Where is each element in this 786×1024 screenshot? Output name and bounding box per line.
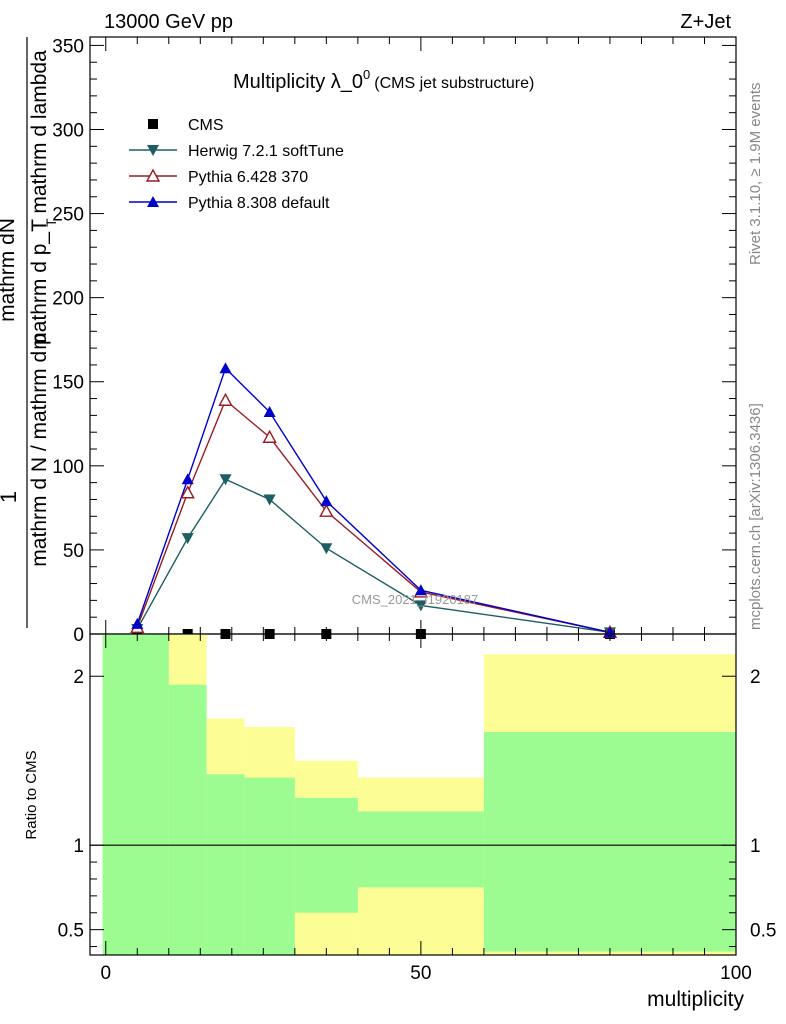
- data-point-series-1: [181, 533, 194, 545]
- main-panel: 0 50 100 150 200 250 300 350 CMS Herwig 7.2.1 sof…: [52, 36, 737, 646]
- main-title-text: Multiplicity λ_0: [233, 71, 363, 93]
- main-ylabel: 1 mathrm dN mathrm d p_T mathrm d lambda…: [0, 37, 51, 628]
- ratio-green-band-3: [244, 777, 295, 955]
- data-point-series-1: [414, 600, 427, 612]
- ratio-green-band-1: [168, 684, 207, 955]
- main-title-sup: 0: [363, 67, 370, 82]
- ratio-green-band-0: [102, 634, 169, 955]
- y-tick-label: 100: [52, 457, 84, 478]
- legend-marker-2: [145, 168, 161, 182]
- y-tick-label: 300: [52, 120, 84, 141]
- ratio-green-band-2: [206, 774, 245, 955]
- ylabel-one: 1: [0, 491, 21, 503]
- ratio-frame: [89, 633, 737, 956]
- ratio-panel: 0 50 100 0.5 0.5 1 1 2 2: [58, 633, 776, 984]
- ylabel-frac-den: mathrm d p_T mathrm d lambda: [28, 50, 51, 350]
- data-point-series-2: [180, 485, 195, 499]
- ratio-green-band-4: [294, 797, 358, 913]
- ratio-y-tick-label-right: 2: [750, 667, 761, 688]
- ratio-y-tick-label: 1: [73, 836, 84, 857]
- ratio-y-tick-label: 0.5: [58, 921, 84, 942]
- legend-marker-3: [147, 196, 159, 207]
- legend-marker-0: [148, 119, 158, 129]
- data-point-series-2: [319, 503, 334, 517]
- ratio-green-band-5: [357, 811, 484, 888]
- data-point-series-3: [414, 584, 427, 596]
- ylabel-den-main: mathrm d N / mathrm d p: [28, 333, 51, 566]
- x-tick-label: 50: [410, 963, 431, 984]
- legend-label-3: Pythia 8.308 default: [188, 195, 330, 212]
- main-frame: [89, 36, 737, 635]
- ylabel-sub-t: T: [43, 218, 59, 227]
- data-point-series-3: [320, 495, 333, 507]
- data-point-series-1: [320, 543, 333, 555]
- ratio-ylabel: Ratio to CMS: [23, 750, 40, 839]
- data-point-series-1: [263, 494, 276, 506]
- x-tick-label: 0: [100, 963, 111, 984]
- data-point-series-2: [218, 392, 233, 406]
- header-process: 13000 GeV pp: [104, 11, 233, 33]
- legend-label-1: Herwig 7.2.1 softTune: [188, 143, 344, 160]
- data-point-series-3: [219, 362, 232, 374]
- main-title-sub: (CMS jet substructure): [374, 75, 534, 92]
- main-title: Multiplicity λ_00 (CMS jet substructure): [233, 67, 534, 93]
- y-tick-label: 0: [73, 625, 84, 646]
- x-axis-label: multiplicity: [647, 988, 744, 1011]
- ratio-y-tick-label-right: 1: [750, 836, 761, 857]
- data-point-series-1: [219, 474, 232, 486]
- mcplots-label: mcplots.cern.ch [arXiv:1306.3436]: [747, 403, 764, 630]
- legend-label-2: Pythia 6.428 370: [188, 169, 308, 186]
- header-channel: Z+Jet: [680, 11, 731, 33]
- data-point-series-3: [181, 473, 194, 485]
- y-tick-label: 50: [63, 541, 84, 562]
- ratio-green-band-6: [483, 731, 736, 952]
- rivet-label: Rivet 3.1.10, ≥ 1.9M events: [747, 83, 764, 266]
- ratio-y-tick-label: 2: [73, 667, 84, 688]
- ratio-y-tick-label-right: 0.5: [750, 921, 776, 942]
- ylabel-frac-num: mathrm dN: [0, 218, 19, 322]
- y-tick-label: 350: [52, 36, 84, 57]
- x-tick-label: 100: [720, 963, 752, 984]
- data-point-series-3: [263, 406, 276, 418]
- legend-marker-1: [147, 145, 159, 156]
- data-point-series-2: [262, 429, 277, 443]
- legend-label-0: CMS: [188, 117, 224, 134]
- analysis-watermark: CMS_2021_I1920187: [352, 592, 479, 607]
- series-line-1: [136, 478, 611, 634]
- data-point-series-3: [131, 617, 144, 629]
- y-tick-label: 250: [52, 205, 84, 226]
- y-tick-label: 150: [52, 373, 84, 394]
- y-tick-label: 200: [52, 289, 84, 310]
